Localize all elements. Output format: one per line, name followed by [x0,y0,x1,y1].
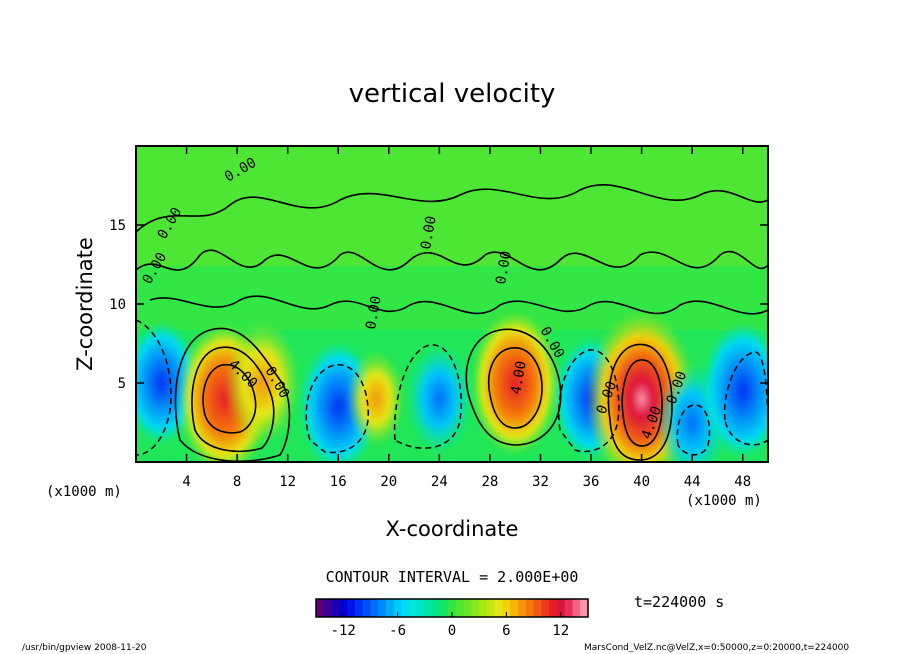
colorbar-swatch [448,599,457,617]
chart-title: vertical velocity [349,79,556,109]
colorbar-swatch [401,599,410,617]
x-tick-label: 4 [182,474,190,490]
x-tick-label: 48 [734,474,751,490]
contour-label: 0.00 [493,250,515,286]
colorbar-swatch [432,599,441,617]
x-tick-label: 28 [481,474,498,490]
time-label: t=224000 s [634,593,724,611]
z-unit-label: (x1000 m) [46,484,122,500]
colorbar-swatch [463,599,473,617]
colorbar-swatch [471,599,480,617]
colorbar-swatch [316,599,325,617]
colorbar-swatch [510,599,519,617]
colorbar-swatch [417,599,426,617]
colorbar-swatch [549,599,558,617]
field-cell-5 [347,350,405,447]
colorbar-swatch [323,599,333,617]
colorbar-swatch [564,599,574,617]
y-tick-label: 15 [109,218,126,234]
colorbar-swatch [339,599,348,617]
colorbar-tick-label: 6 [502,623,510,639]
footer-source: MarsCond_VelZ.nc@VelZ,x=0:50000,z=0:2000… [584,643,849,653]
footer-program: /usr/bin/gpview 2008-11-20 [22,643,147,653]
contour-label: 0.00 [418,215,440,251]
contour-label: 4.00 [508,360,530,396]
x-tick-label: 12 [279,474,296,490]
contour-lines [136,184,768,462]
colorbar-swatch [479,599,488,617]
x-tick-label: 8 [233,474,241,490]
colorbar-swatch [572,599,581,617]
y-tick-label: 10 [109,297,126,313]
x-axis-label: X-coordinate [386,517,519,541]
field-cell-11 [700,322,768,460]
contour-interval-label: CONTOUR INTERVAL = 2.000E+00 [326,568,579,586]
colorbar-swatch [409,599,418,617]
x-tick-label: 40 [633,474,650,490]
colorbar [316,599,589,617]
colorbar-ticks: -12 -6 0 6 12 [331,612,569,639]
field-cell-3 [225,321,300,445]
colorbar-swatch [541,599,550,617]
colorbar-swatch [331,599,340,617]
colorbar-swatch [556,599,566,617]
colorbar-swatch [362,599,371,617]
colorbar-tick-label: 12 [552,623,569,639]
colorbar-tick-label: -12 [331,623,356,639]
colorbar-swatch [486,599,496,617]
field-cells [136,309,768,462]
x-unit-label: (x1000 m) [686,493,762,509]
x-tick-label: 16 [330,474,347,490]
colorbar-swatch [494,599,504,617]
colorbar-swatch [580,599,589,617]
colorbar-swatch [518,599,527,617]
x-tick-label: 24 [431,474,448,490]
y-tick-label: 5 [118,376,126,392]
colorbar-swatch [455,599,465,617]
colorbar-swatch [533,599,542,617]
colorbar-swatch [347,599,356,617]
field-cell-6 [406,343,473,454]
colorbar-swatch [370,599,379,617]
colorbar-swatch [502,599,511,617]
field-cell-7 [471,311,560,455]
colorbar-swatch [378,599,387,617]
x-tick-label: 20 [380,474,397,490]
colorbar-swatch [440,599,449,617]
y-axis-ticks: 5 10 15 [109,218,768,392]
y-axis-label: Z-coordinate [73,237,97,371]
colorbar-tick-label: 0 [448,623,456,639]
x-tick-label: 36 [583,474,600,490]
contour-label: 0.00 [363,295,385,331]
x-axis-ticks: 4 8 12 16 20 24 28 32 36 40 44 48 [182,146,751,490]
colorbar-swatch [354,599,364,617]
colorbar-swatch [385,599,395,617]
colorbar-tick-label: -6 [389,623,406,639]
plot-area: 0.00 0.00 0.00 0.00 0.00 0.00 0.00 0.00 … [136,146,768,462]
colorbar-swatch [525,599,535,617]
colorbar-swatch [424,599,434,617]
colorbar-swatch [393,599,403,617]
x-tick-label: 32 [532,474,549,490]
x-tick-label: 44 [684,474,701,490]
